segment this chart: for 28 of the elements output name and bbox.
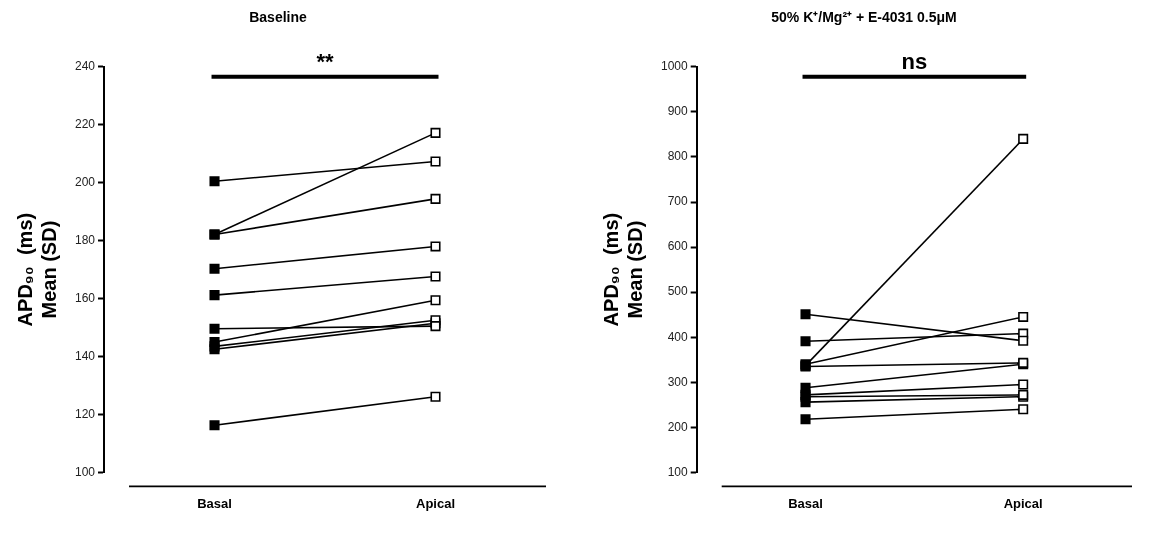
y-tick-label: 180 <box>74 232 96 247</box>
y-tick-label: 200 <box>667 419 689 434</box>
chart-title: 50% K⁺/Mg²⁺ + E-4031 0.5μM <box>771 9 957 26</box>
y-tick-label: 160 <box>74 290 96 305</box>
y-tick-label: 1000 <box>660 59 689 74</box>
y-tick-label: 300 <box>667 374 689 389</box>
y-tick-label: 100 <box>74 464 96 479</box>
y-tick-label: 200 <box>74 175 96 189</box>
y-tick-label: 220 <box>74 117 96 132</box>
x-tick-label: Apical <box>416 495 456 511</box>
chart-title: Baseline <box>249 9 307 26</box>
x-tick-label: Basal <box>788 495 823 511</box>
y-tick-label: 240 <box>74 59 96 74</box>
annotation: ns <box>901 48 928 74</box>
y-tick-label: 400 <box>667 329 689 344</box>
y-axis-title: APD₉₀ (ms) Mean (SD) <box>13 212 60 327</box>
y-tick-label: 700 <box>667 194 689 209</box>
y-tick-label: 900 <box>667 104 689 119</box>
y-tick-label: 800 <box>667 149 689 164</box>
x-tick-label: Apical <box>1003 495 1043 511</box>
y-tick-label: 120 <box>74 406 96 421</box>
y-tick-label: 500 <box>667 284 689 299</box>
x-tick-label: Basal <box>197 495 232 511</box>
y-tick-label: 600 <box>667 239 689 254</box>
annotation: ** <box>316 48 335 74</box>
y-tick-label: 100 <box>667 464 689 479</box>
y-axis-title: APD₉₀ (ms) Mean (SD) <box>599 212 646 327</box>
y-tick-label: 140 <box>74 348 96 363</box>
